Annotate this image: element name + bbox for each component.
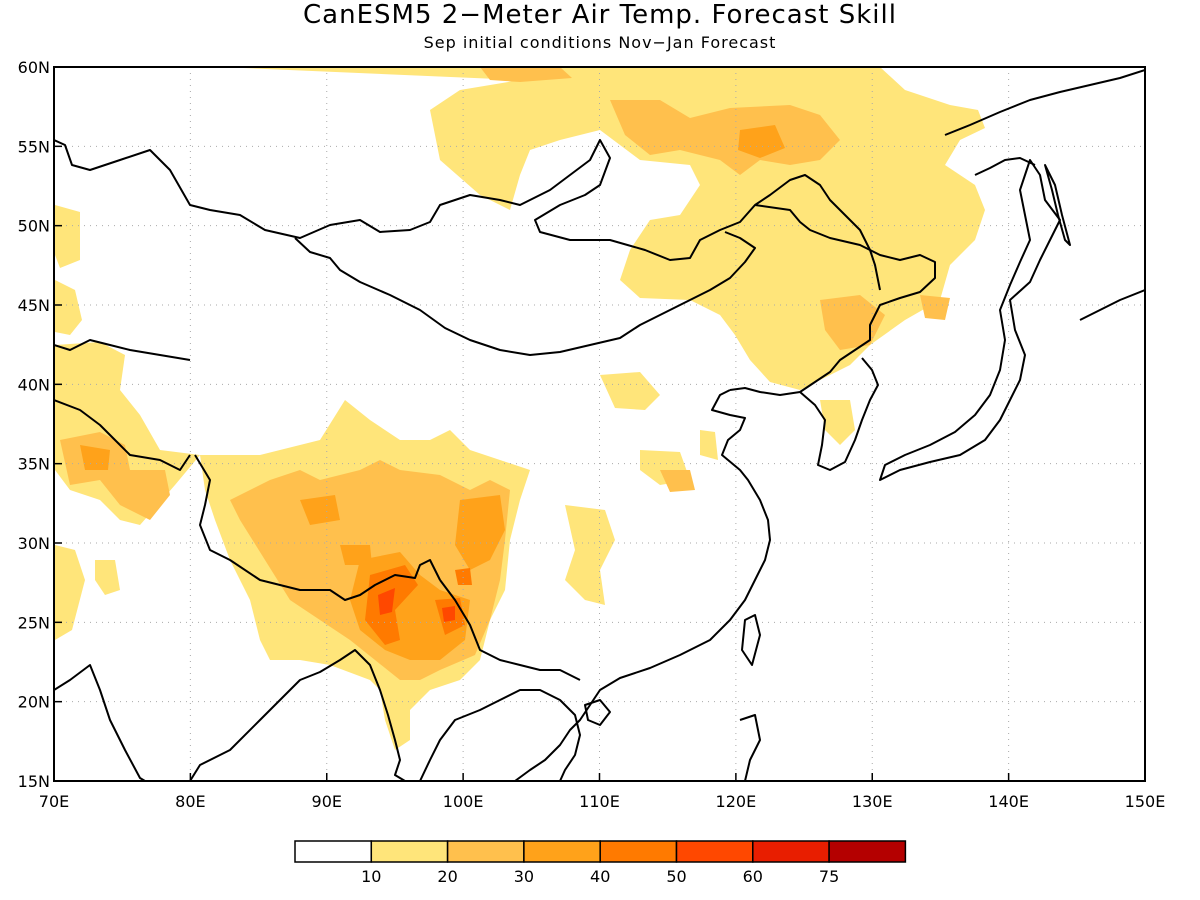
coastline-west-asia: [54, 139, 936, 396]
map-gridlines: [54, 67, 1145, 781]
coastline-japan: [879, 159, 1061, 481]
coastline-indochina: [419, 689, 581, 781]
colorbar-label: 10: [361, 867, 381, 886]
colorbar-swatch: [675, 840, 754, 863]
colorbar-swatch: [599, 840, 678, 863]
lat-tick-label: 55N: [18, 137, 50, 156]
lon-tick-label: 130E: [852, 792, 893, 811]
lon-axis: 70E 80E 90E 100E 110E 120E 130E 140E 150E: [39, 773, 1166, 811]
colorbar-label: 40: [590, 867, 610, 886]
lat-tick-label: 50N: [18, 217, 50, 236]
colorbar-swatch: [294, 840, 373, 863]
lat-tick-label: 20N: [18, 693, 50, 712]
coastline-sakhalin: [1044, 164, 1071, 246]
border-west: [54, 339, 191, 471]
colorbar-label: 60: [743, 867, 763, 886]
hainan-island: [584, 699, 611, 726]
coastline-china: [514, 389, 771, 781]
lon-tick-label: 150E: [1125, 792, 1166, 811]
colorbar-label: 20: [437, 867, 457, 886]
colorbar-swatch: [370, 840, 449, 863]
lon-tick-label: 80E: [175, 792, 205, 811]
colorbar-swatch: [752, 840, 830, 863]
map-title: CanESM5 2−Meter Air Temp. Forecast Skill: [303, 0, 897, 30]
map-subtitle: Sep initial conditions Nov−Jan Forecast: [423, 33, 777, 52]
lat-tick-label: 60N: [18, 58, 50, 77]
lon-tick-label: 120E: [716, 792, 757, 811]
lat-tick-label: 45N: [18, 296, 50, 315]
lat-tick-label: 35N: [18, 455, 50, 474]
skill-shading-layer: [55, 67, 985, 750]
border-southeast: [439, 579, 581, 681]
lat-tick-label: 15N: [18, 772, 50, 791]
coastline-sea-okhotsk: [974, 157, 1036, 176]
lon-tick-label: 70E: [39, 792, 69, 811]
coastline-kurils: [1079, 289, 1145, 321]
lon-tick-label: 100E: [443, 792, 484, 811]
lat-tick-label: 30N: [18, 534, 50, 553]
taiwan-island: [741, 614, 761, 666]
lat-axis: 15N 20N 25N 30N 35N 40N 45N 50N 55N 60N: [18, 58, 62, 791]
lon-tick-label: 140E: [988, 792, 1029, 811]
coastline-kamchatka: [944, 69, 1145, 136]
colorbar-swatch: [523, 840, 601, 863]
coastlines-and-borders: [54, 69, 1145, 781]
coastline-bay-of-bengal: [189, 649, 406, 781]
lat-tick-label: 40N: [18, 375, 50, 394]
philippines-coast: [739, 714, 761, 781]
lon-tick-label: 90E: [312, 792, 342, 811]
coastline-south-asia: [54, 664, 146, 781]
lat-tick-label: 25N: [18, 613, 50, 632]
lon-tick-label: 110E: [579, 792, 620, 811]
border-himalaya: [194, 454, 441, 601]
mongolia-border: [294, 231, 756, 356]
colorbar-label: 50: [666, 867, 686, 886]
coastline-korea: [799, 357, 879, 471]
colorbar-label: 30: [514, 867, 534, 886]
border-northeast-china: [754, 174, 881, 291]
colorbar: 10 20 30 40 50 60 75: [294, 840, 907, 886]
colorbar-label: 75: [819, 867, 839, 886]
colorbar-swatch: [828, 840, 907, 863]
colorbar-swatch: [446, 840, 525, 863]
